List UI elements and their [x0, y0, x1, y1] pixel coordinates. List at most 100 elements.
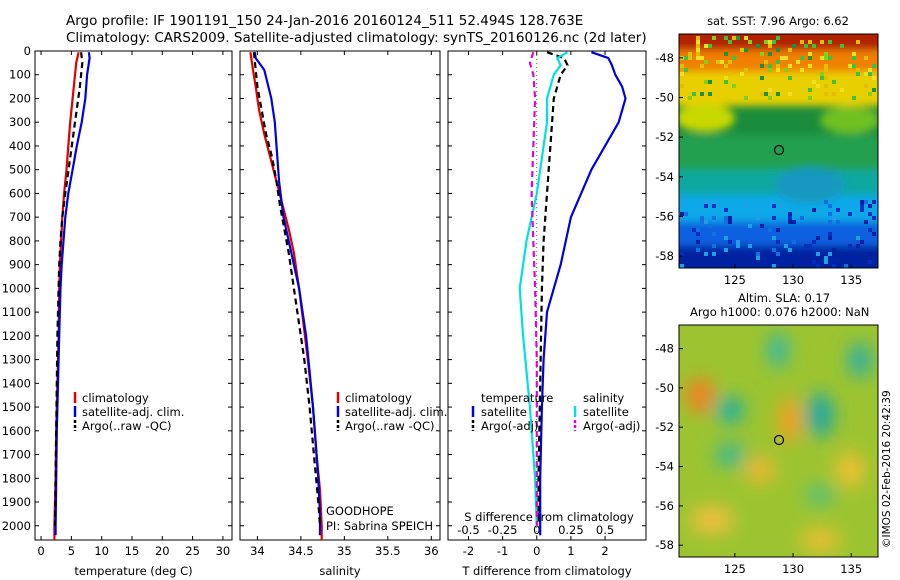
sst-pixel — [704, 252, 708, 256]
sst-pixel — [720, 60, 724, 64]
series-line — [53, 52, 84, 526]
sla-map-title: Altim. SLA: 0.17 — [738, 291, 830, 305]
sst-pixel — [776, 252, 780, 256]
depth-tick-label: 1500 — [2, 400, 31, 414]
temperature-legend: climatology satellite-adj. clim. Argo(..… — [73, 391, 184, 433]
sst-pixel — [856, 72, 860, 76]
sst-pixel — [812, 80, 816, 84]
sst-pixel — [696, 40, 700, 44]
x-tick-label: 34.5 — [288, 544, 314, 558]
sla-argo-marker — [773, 434, 785, 446]
sst-pixel — [724, 248, 728, 252]
sst-pixel — [680, 84, 684, 88]
legend-label-temp-argo: Argo(-adj) — [481, 419, 538, 433]
salinity-panel: 34 34.5 35 35.5 36 salinity — [239, 50, 441, 578]
sst-pixel — [712, 252, 716, 256]
sst-pixel — [824, 68, 828, 72]
sst-pixel — [828, 252, 832, 256]
sst-pixel — [724, 208, 728, 212]
sla-low-1 — [716, 396, 744, 424]
sst-pixel — [832, 92, 836, 96]
sst-pixel — [812, 44, 816, 48]
series-line — [537, 51, 569, 526]
depth-tick-label: 1400 — [2, 376, 31, 390]
sla-low-5 — [806, 485, 834, 505]
sst-pixel — [744, 68, 748, 72]
sst-cyan-patch — [775, 167, 845, 203]
sst-pixel — [852, 64, 856, 68]
sst-pixel — [776, 228, 780, 232]
sst-pixel — [728, 220, 732, 224]
sla-map — [679, 325, 878, 557]
sst-pixel — [696, 36, 700, 40]
sst-pixel — [708, 92, 712, 96]
sst-pixel — [812, 208, 816, 212]
sst-pixel — [828, 232, 832, 236]
sst-pixel — [844, 252, 848, 256]
top-x-tick-label: 0.25 — [558, 523, 584, 537]
sst-yellow-band — [679, 72, 878, 106]
sst-pixel — [768, 40, 772, 44]
sst-pixel — [852, 52, 856, 56]
sst-pixel — [868, 92, 872, 96]
sst-pixel — [824, 52, 828, 56]
sla-map-frame — [678, 324, 879, 558]
sst-pixel — [788, 76, 792, 80]
sst-pixel — [848, 244, 852, 248]
sst-pixel — [780, 56, 784, 60]
sst-pixel — [788, 64, 792, 68]
sst-pixel — [756, 256, 760, 260]
sst-pixel — [772, 248, 776, 252]
top-x-tick-label: -0.25 — [488, 523, 518, 537]
sst-pixel — [696, 240, 700, 244]
sst-pixel — [872, 76, 876, 80]
sst-pixel — [864, 200, 868, 204]
sst-pixel — [696, 44, 700, 48]
depth-tick-label: 1900 — [2, 495, 31, 509]
map-y-tick-label: -50 — [655, 90, 674, 104]
sst-pixel — [808, 40, 812, 44]
sst-pixel — [728, 72, 732, 76]
sst-pixel — [688, 56, 692, 60]
sst-pixel — [732, 84, 736, 88]
x-tick-label: 30 — [216, 544, 231, 558]
sst-pixel — [788, 48, 792, 52]
sst-pixel — [700, 56, 704, 60]
x-tick-label: -1 — [497, 544, 508, 558]
map-y-tick-label: -58 — [655, 538, 674, 552]
legend-label-sal-argo: Argo(-adj) — [583, 419, 640, 433]
sst-pixel — [688, 52, 692, 56]
sst-pixel — [820, 40, 824, 44]
salinity-legend: climatology satellite-adj. clim. Argo(..… — [326, 391, 447, 533]
map-x-tick-label: 125 — [724, 562, 746, 576]
sst-map-axes: 125 130 135 -48 -50 -52 -54 -56 -58 — [655, 51, 862, 287]
sst-green-east — [820, 106, 878, 134]
sst-pixel — [824, 64, 828, 68]
sst-pixel — [756, 216, 760, 220]
sst-pixel — [728, 240, 732, 244]
x-tick-label: 35.5 — [375, 544, 401, 558]
sst-pixel — [724, 76, 728, 80]
sst-pixel — [796, 60, 800, 64]
sst-pixel — [772, 204, 776, 208]
sst-pixel — [852, 96, 856, 100]
sst-pixel — [680, 72, 684, 76]
sst-pixel — [760, 64, 764, 68]
sst-pixel — [848, 212, 852, 216]
legend-heading-temperature: temperature — [481, 391, 553, 405]
sst-pixel — [792, 220, 796, 224]
map-y-tick-label: -54 — [655, 460, 674, 474]
sst-pixel — [820, 56, 824, 60]
x-tick-label: 25 — [185, 544, 200, 558]
difference-legend: temperature satellite Argo(-adj) salinit… — [471, 391, 640, 433]
sst-pixel — [736, 36, 740, 40]
depth-tick-label: 1000 — [2, 281, 31, 295]
sst-pixel — [708, 224, 712, 228]
sst-pixel — [744, 96, 748, 100]
sst-pixel — [872, 200, 876, 204]
map-y-tick-label: -54 — [655, 170, 674, 184]
x-tick-label: 2 — [601, 544, 608, 558]
sst-pixel — [704, 44, 708, 48]
depth-tick-label: 2000 — [2, 519, 31, 533]
